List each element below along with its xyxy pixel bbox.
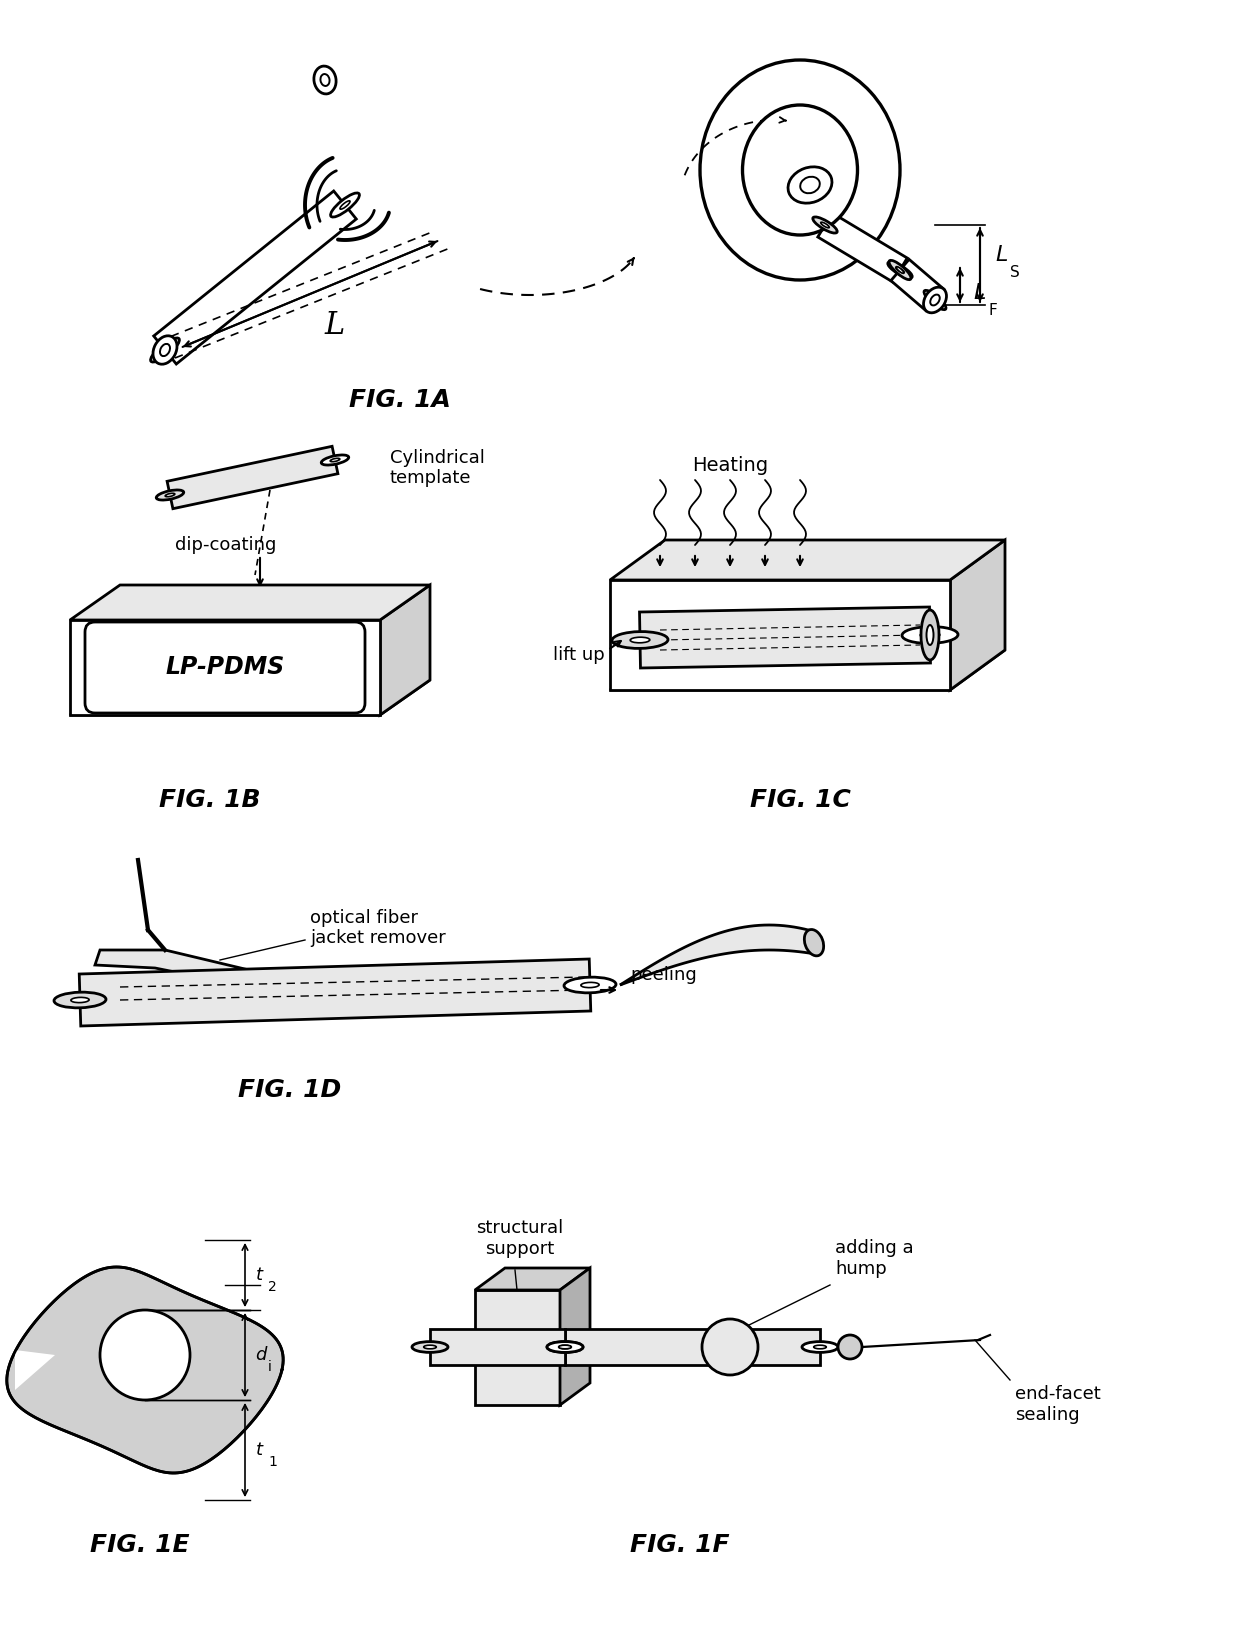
Ellipse shape — [314, 67, 336, 94]
Ellipse shape — [564, 977, 616, 993]
Text: $t$: $t$ — [255, 1441, 264, 1459]
Ellipse shape — [812, 217, 837, 233]
Text: L: L — [325, 309, 345, 340]
Text: 2: 2 — [268, 1280, 277, 1294]
Polygon shape — [430, 1328, 565, 1364]
Ellipse shape — [924, 290, 946, 309]
Ellipse shape — [412, 1341, 448, 1353]
Ellipse shape — [901, 627, 959, 643]
Text: 1: 1 — [268, 1455, 277, 1468]
Ellipse shape — [330, 459, 340, 462]
Text: S: S — [1011, 265, 1019, 280]
Ellipse shape — [800, 177, 820, 194]
Polygon shape — [950, 540, 1004, 690]
FancyBboxPatch shape — [86, 622, 365, 713]
Ellipse shape — [813, 1345, 826, 1350]
Ellipse shape — [320, 73, 330, 86]
Ellipse shape — [921, 610, 939, 659]
Text: LP-PDMS: LP-PDMS — [165, 654, 285, 679]
Text: i: i — [268, 1359, 272, 1374]
Ellipse shape — [924, 287, 946, 313]
Polygon shape — [69, 681, 430, 715]
Polygon shape — [640, 607, 930, 667]
Polygon shape — [565, 1328, 820, 1364]
Polygon shape — [818, 213, 908, 282]
Text: FIG. 1F: FIG. 1F — [630, 1534, 730, 1556]
Circle shape — [100, 1311, 190, 1400]
Ellipse shape — [821, 221, 830, 228]
Ellipse shape — [165, 493, 175, 497]
Ellipse shape — [331, 194, 360, 217]
Text: $d$: $d$ — [255, 1346, 269, 1364]
Text: structural
support: structural support — [476, 1219, 564, 1258]
Ellipse shape — [931, 296, 939, 303]
Polygon shape — [79, 959, 590, 1026]
Polygon shape — [15, 1350, 55, 1390]
Ellipse shape — [802, 1341, 838, 1353]
Text: FIG. 1B: FIG. 1B — [159, 788, 260, 812]
Circle shape — [838, 1335, 862, 1359]
Polygon shape — [610, 580, 950, 690]
Ellipse shape — [160, 344, 170, 357]
Text: optical fiber
jacket remover: optical fiber jacket remover — [310, 908, 445, 947]
Polygon shape — [610, 540, 1004, 580]
Ellipse shape — [926, 625, 934, 645]
Polygon shape — [167, 446, 339, 508]
Ellipse shape — [55, 991, 105, 1008]
Ellipse shape — [805, 930, 823, 956]
Polygon shape — [475, 1289, 560, 1405]
Polygon shape — [95, 951, 270, 990]
Text: $L$: $L$ — [994, 244, 1008, 265]
Polygon shape — [154, 190, 356, 365]
Ellipse shape — [71, 998, 89, 1003]
Text: dip-coating: dip-coating — [175, 536, 277, 554]
Polygon shape — [6, 1267, 283, 1473]
Ellipse shape — [743, 104, 858, 234]
Polygon shape — [560, 1268, 590, 1405]
Ellipse shape — [920, 632, 940, 638]
Polygon shape — [69, 584, 430, 620]
Ellipse shape — [424, 1345, 436, 1350]
Ellipse shape — [701, 60, 900, 280]
Circle shape — [702, 1319, 758, 1376]
Text: lift up: lift up — [553, 646, 605, 664]
Text: FIG. 1D: FIG. 1D — [238, 1078, 342, 1102]
Ellipse shape — [559, 1345, 572, 1350]
Ellipse shape — [895, 267, 904, 274]
Ellipse shape — [150, 339, 180, 361]
Ellipse shape — [630, 637, 650, 643]
Text: peeling: peeling — [630, 965, 697, 983]
Ellipse shape — [789, 166, 832, 204]
Ellipse shape — [547, 1341, 583, 1353]
Ellipse shape — [321, 454, 348, 466]
Ellipse shape — [580, 982, 599, 988]
Polygon shape — [610, 650, 1004, 690]
Ellipse shape — [613, 632, 668, 648]
Ellipse shape — [547, 1341, 583, 1353]
Polygon shape — [475, 1268, 590, 1289]
Ellipse shape — [889, 260, 911, 280]
Text: Heating: Heating — [692, 456, 768, 475]
Text: FIG. 1A: FIG. 1A — [350, 387, 451, 412]
Text: FIG. 1E: FIG. 1E — [91, 1534, 190, 1556]
Text: adding a
hump: adding a hump — [835, 1239, 914, 1278]
Ellipse shape — [888, 262, 913, 278]
Text: Cylindrical
template: Cylindrical template — [391, 449, 485, 487]
Ellipse shape — [160, 345, 170, 355]
Ellipse shape — [156, 490, 184, 500]
Polygon shape — [379, 584, 430, 715]
Text: $t$: $t$ — [255, 1267, 264, 1284]
Text: F: F — [988, 303, 997, 317]
Polygon shape — [890, 259, 944, 311]
Text: $L$: $L$ — [973, 282, 986, 304]
Ellipse shape — [340, 200, 350, 208]
Ellipse shape — [153, 335, 177, 365]
Polygon shape — [620, 925, 813, 985]
Polygon shape — [69, 620, 379, 715]
Ellipse shape — [897, 267, 904, 274]
Text: end-facet
sealing: end-facet sealing — [1016, 1385, 1101, 1424]
Ellipse shape — [930, 295, 940, 306]
Text: FIG. 1C: FIG. 1C — [749, 788, 851, 812]
Ellipse shape — [559, 1345, 572, 1350]
